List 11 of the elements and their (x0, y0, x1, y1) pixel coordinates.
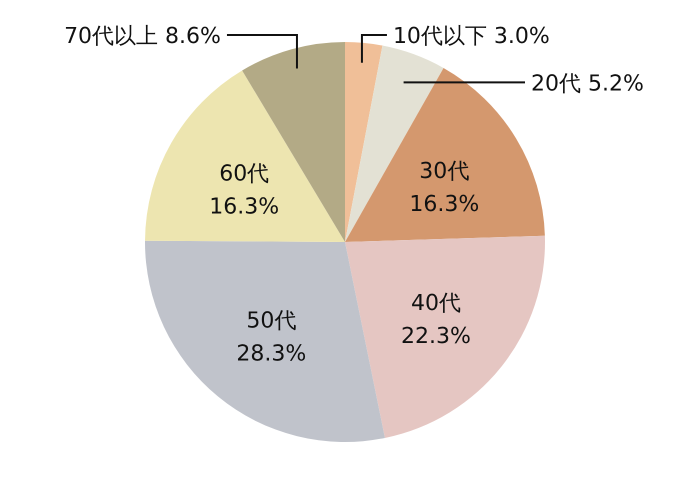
slice-label: 70代以上 8.6% (64, 24, 221, 49)
slice-label: 50代 (246, 308, 296, 334)
slice-label: 40代 (410, 290, 461, 316)
slice-label: 30代 (419, 159, 470, 184)
slice-label: 60代 (219, 162, 270, 187)
slice-label: 10代以下 3.0% (392, 24, 550, 49)
data-label: 22.3% (401, 324, 471, 349)
data-label: 16.3% (409, 192, 480, 218)
data-label: 28.3% (236, 342, 306, 367)
data-label: 16.3% (209, 194, 280, 220)
slice-label: 20代 5.2% (531, 71, 644, 96)
